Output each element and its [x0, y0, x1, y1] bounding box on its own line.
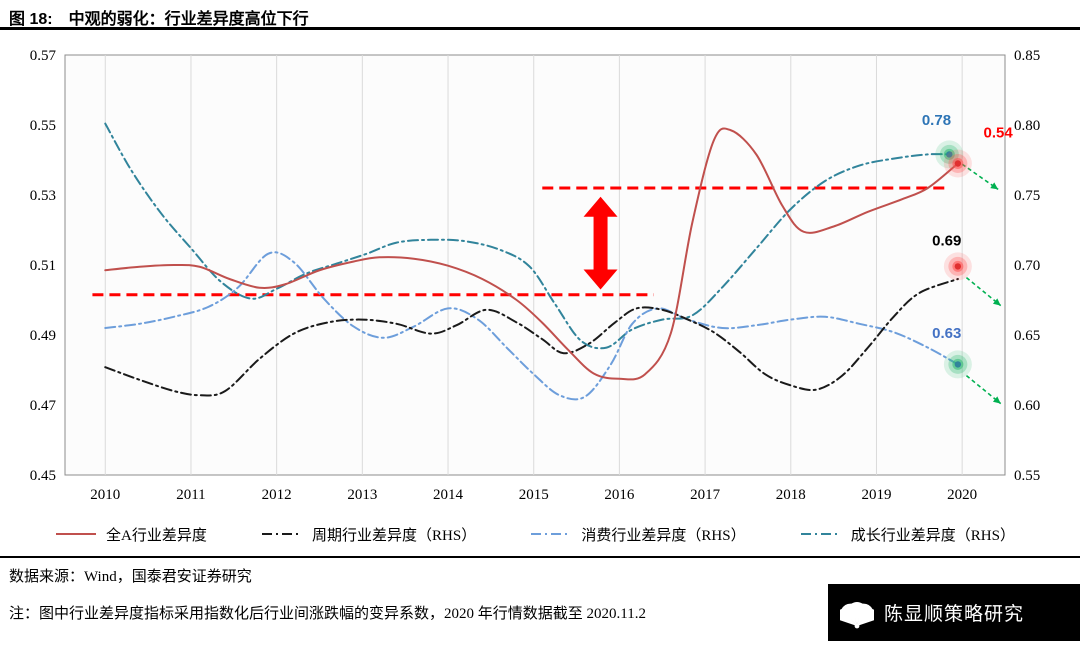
legend-item: 周期行业差异度（RHS）	[261, 524, 476, 545]
marker-dot	[954, 263, 962, 270]
figure-title: 图 18: 中观的弱化：行业差异度高位下行	[9, 5, 309, 29]
y-right-tick-label: 0.65	[1014, 328, 1040, 344]
watermark-text: 陈显顺策略研究	[884, 604, 1025, 625]
y-right-tick-label: 0.80	[1014, 118, 1040, 134]
chart-area: 0.78 0.54 0.69 0.63 0.57 0.55 0.53 0.51 0.49 0.47…	[0, 47, 1080, 522]
legend-item: 全A行业差异度	[55, 524, 207, 545]
y-right-tick-label: 0.55	[1014, 468, 1040, 484]
legend-swatch-line	[56, 533, 96, 535]
series-line-0	[104, 127, 959, 381]
figure-note-text: 注：图中行业差异度指标采用指数化后行业间涨跌幅的变异系数，2020 年行情数据截…	[9, 606, 646, 622]
legend-swatch-line	[531, 533, 572, 535]
series-line-3	[104, 122, 951, 350]
chart-svg: 0.78 0.54 0.69 0.63 0.57 0.55 0.53 0.51 0.49 0.47…	[30, 48, 1041, 503]
legend-item: 成长行业差异度（RHS）	[800, 524, 1015, 545]
series-line-2	[104, 251, 959, 401]
legend-label: 消费行业差异度（RHS）	[581, 527, 746, 544]
x-tick-label: 2010	[90, 487, 120, 503]
chart-legend: 全A行业差异度 周期行业差异度（RHS） 消费行业差异度（RHS） 成长行业差异度（R…	[55, 523, 1015, 545]
trend-arrow-head	[990, 182, 999, 190]
y-right-tick-label: 0.85	[1014, 48, 1040, 64]
x-tick-label: 2020	[947, 487, 977, 503]
figure-title-text: 中观的弱化：行业差异度高位下行	[68, 11, 309, 28]
marker-dot	[954, 361, 962, 368]
trend-arrow-head	[992, 396, 1001, 404]
y-left-tick-label: 0.47	[30, 398, 57, 414]
x-tick-label: 2018	[776, 487, 806, 503]
y-right-tick-label: 0.70	[1014, 258, 1040, 274]
legend-item: 消费行业差异度（RHS）	[530, 524, 746, 545]
legend-label: 周期行业差异度（RHS）	[312, 527, 477, 544]
data-source-text: 数据来源：Wind，国泰君安证券研究	[9, 569, 252, 585]
marker-dot	[954, 160, 962, 167]
legend-label: 成长行业差异度（RHS）	[850, 527, 1015, 544]
marker-dot	[946, 151, 953, 158]
y-left-tick-label: 0.51	[30, 258, 56, 274]
double-arrow	[583, 196, 618, 290]
x-tick-label: 2016	[604, 487, 635, 503]
series-line-1	[104, 278, 959, 397]
fan-logo-icon	[840, 601, 874, 628]
title-divider	[0, 27, 1080, 30]
legend-label: 全A行业差异度	[106, 527, 207, 544]
y-left-tick-label: 0.57	[30, 48, 57, 64]
x-tick-label: 2013	[347, 487, 377, 503]
figure-number: 图 18:	[9, 11, 53, 28]
y-right-tick-label: 0.75	[1014, 188, 1040, 204]
trend-arrow-line	[961, 163, 999, 191]
x-tick-label: 2017	[690, 487, 721, 503]
legend-swatch-line	[262, 533, 303, 535]
y-left-tick-label: 0.49	[30, 328, 56, 344]
x-tick-label: 2014	[433, 487, 464, 503]
plot-background	[64, 54, 1006, 476]
end-value-label: 0.54	[984, 124, 1014, 141]
trend-arrow-line	[965, 374, 1002, 405]
y-left-tick-label: 0.53	[30, 188, 56, 204]
y-right-tick-label: 0.60	[1014, 398, 1040, 414]
x-tick-label: 2019	[861, 487, 891, 503]
y-left-tick-label: 0.45	[30, 468, 56, 484]
trend-arrow-head	[992, 298, 1001, 306]
x-tick-label: 2015	[519, 487, 549, 503]
footer-divider	[0, 556, 1080, 558]
trend-arrow-line	[965, 276, 1002, 307]
end-value-label: 0.69	[932, 232, 961, 249]
x-tick-label: 2011	[176, 487, 205, 503]
watermark-banner: 陈显顺策略研究	[828, 584, 1080, 641]
legend-swatch-line	[800, 533, 841, 535]
end-value-label: 0.63	[932, 325, 961, 342]
x-tick-label: 2012	[262, 487, 292, 503]
y-left-tick-label: 0.55	[30, 118, 56, 134]
end-value-label: 0.78	[922, 112, 951, 129]
